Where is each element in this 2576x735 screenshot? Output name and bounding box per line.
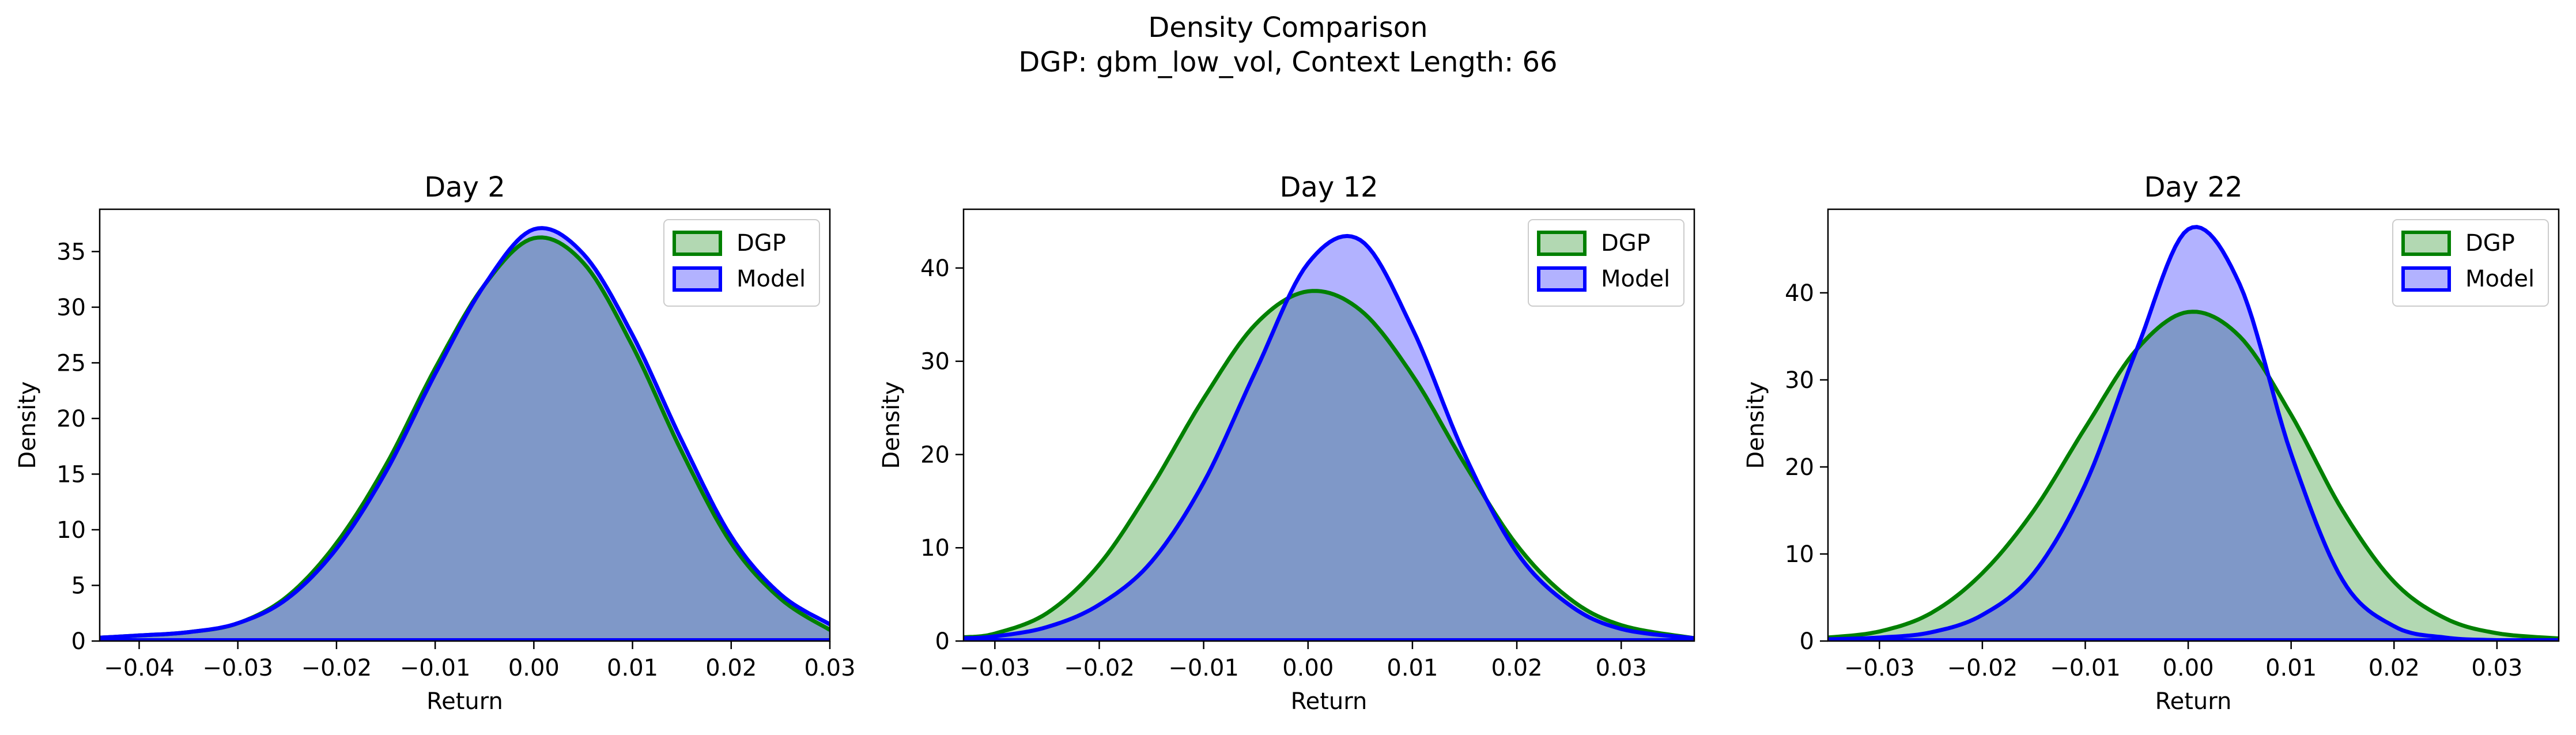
x-tick-label: −0.01 xyxy=(2050,655,2121,681)
y-tick-label: 20 xyxy=(1785,454,1814,481)
subplot-3: −0.03 −0.02 −0.01 0.00 0.01 0.02 0.03 Return 0 10… xyxy=(1743,171,2560,715)
subplot-title: Day 12 xyxy=(1279,171,1378,203)
legend-label: DGP xyxy=(736,230,786,257)
y-axis-label: Density xyxy=(14,381,41,469)
y-tick-label: 30 xyxy=(56,295,86,321)
y-tick-label: 25 xyxy=(56,350,86,376)
model-line xyxy=(100,226,830,640)
x-tick-label: −0.03 xyxy=(202,655,273,681)
y-axis: 0 10 20 30 40 Density xyxy=(1743,280,1828,655)
legend-swatch xyxy=(2401,266,2451,292)
x-tick-label: −0.02 xyxy=(1947,655,2018,681)
axes-frame xyxy=(99,208,831,642)
y-tick-label: 10 xyxy=(920,535,950,561)
overlap-area xyxy=(964,291,1694,641)
x-axis: −0.04 −0.03 −0.02 −0.01 0.00 0.01 0.02 0.03 Retu… xyxy=(104,641,856,715)
legend: DGP Model xyxy=(2392,219,2549,307)
x-tick-label: −0.01 xyxy=(400,655,471,681)
plot-area xyxy=(964,233,1694,641)
x-axis: −0.03 −0.02 −0.01 0.00 0.01 0.02 0.03 Return xyxy=(960,641,1647,715)
legend-label: Model xyxy=(736,266,806,292)
legend-swatch xyxy=(673,231,722,256)
x-tick-label: −0.03 xyxy=(960,655,1030,681)
legend-swatch xyxy=(1537,231,1587,256)
dgp-line xyxy=(964,289,1694,640)
dgp-line xyxy=(1828,310,2559,640)
legend: DGP Model xyxy=(1528,219,1684,307)
x-axis-label: Return xyxy=(2155,688,2232,715)
y-tick-label: 10 xyxy=(56,517,86,544)
x-axis-label: Return xyxy=(426,688,503,715)
x-tick-label: 0.01 xyxy=(1387,655,1438,681)
x-tick-label: −0.04 xyxy=(104,655,175,681)
x-tick-label: 0.02 xyxy=(705,655,757,681)
y-axis-label: Density xyxy=(1743,381,1769,469)
model-line xyxy=(964,233,1694,640)
y-tick-label: 0 xyxy=(935,628,950,655)
y-tick-label: 40 xyxy=(1785,280,1814,307)
x-tick-label: 0.03 xyxy=(1596,655,1647,681)
y-tick-label: 40 xyxy=(920,255,950,282)
x-tick-label: −0.02 xyxy=(1064,655,1135,681)
y-axis: 0 10 20 30 40 Density xyxy=(878,255,964,655)
legend-swatch xyxy=(673,266,722,292)
y-tick-label: 5 xyxy=(71,572,86,599)
figure-subtitle: DGP: gbm_low_vol, Context Length: 66 xyxy=(1018,46,1558,78)
x-tick-label: −0.01 xyxy=(1168,655,1239,681)
y-tick-label: 15 xyxy=(56,461,86,488)
plot-area xyxy=(1828,225,2559,641)
x-tick-label: 0.00 xyxy=(2163,655,2214,681)
legend: DGP Model xyxy=(663,219,820,307)
x-tick-label: 0.00 xyxy=(508,655,560,681)
y-tick-label: 30 xyxy=(1785,367,1814,394)
x-axis: −0.03 −0.02 −0.01 0.00 0.01 0.02 0.03 Return xyxy=(1844,641,2522,715)
overlap-area xyxy=(100,237,830,641)
subplot-2: −0.03 −0.02 −0.01 0.00 0.01 0.02 0.03 Return 0 10… xyxy=(878,171,1695,715)
x-tick-label: 0.02 xyxy=(1491,655,1543,681)
legend-label: Model xyxy=(2465,266,2535,292)
subplot-title: Day 22 xyxy=(2144,171,2242,203)
y-axis-label: Density xyxy=(878,381,905,469)
y-tick-label: 30 xyxy=(920,349,950,375)
x-axis-label: Return xyxy=(1291,688,1368,715)
subplot-1: −0.04 −0.03 −0.02 −0.01 0.00 0.01 0.02 0.03 Retu… xyxy=(14,171,856,715)
y-tick-label: 20 xyxy=(56,406,86,432)
legend-label: DGP xyxy=(2465,230,2515,257)
y-tick-label: 0 xyxy=(1800,628,1814,655)
x-tick-label: −0.03 xyxy=(1844,655,1915,681)
subplot-title: Day 2 xyxy=(424,171,505,203)
figure-title-line1: Density Comparison xyxy=(1148,12,1428,44)
x-tick-label: 0.03 xyxy=(2471,655,2522,681)
model-line xyxy=(1828,225,2559,641)
y-tick-label: 0 xyxy=(71,628,86,655)
legend-swatch xyxy=(2401,231,2451,256)
x-tick-label: 0.01 xyxy=(607,655,658,681)
legend-label: Model xyxy=(1601,266,1670,292)
x-tick-label: −0.02 xyxy=(301,655,372,681)
x-tick-label: 0.01 xyxy=(2265,655,2317,681)
legend-label: DGP xyxy=(1601,230,1650,257)
y-axis: 0 5 10 15 20 25 30 35 Density xyxy=(14,239,100,655)
axes-frame xyxy=(1827,208,2560,642)
x-tick-label: 0.02 xyxy=(2369,655,2420,681)
y-tick-label: 10 xyxy=(1785,541,1814,568)
x-tick-label: 0.00 xyxy=(1282,655,1334,681)
y-tick-label: 35 xyxy=(56,239,86,265)
figure-title: Density Comparison DGP: gbm_low_vol, Con… xyxy=(0,10,2576,80)
legend-swatch xyxy=(1537,266,1587,292)
plot-area xyxy=(100,226,830,641)
y-tick-label: 20 xyxy=(920,442,950,468)
x-tick-label: 0.03 xyxy=(804,655,855,681)
overlap-area xyxy=(1828,311,2559,641)
axes-frame xyxy=(962,208,1695,642)
